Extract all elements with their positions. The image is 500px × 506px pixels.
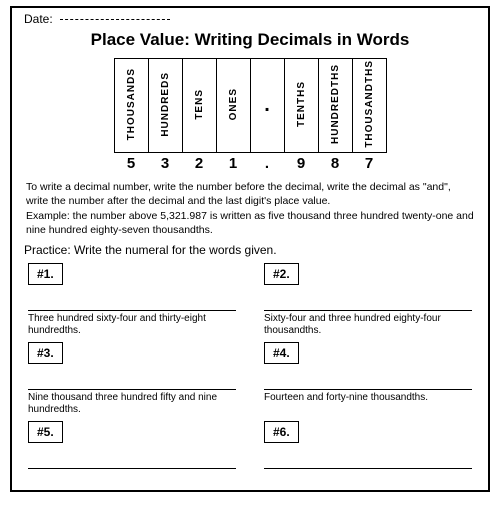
digit-7: 7 xyxy=(352,152,386,174)
qwords-5 xyxy=(28,471,236,495)
answer-line-1[interactable] xyxy=(28,293,236,311)
worksheet-page: Date: Place Value: Writing Decimals in W… xyxy=(10,6,490,492)
col-tens: TENS xyxy=(182,59,216,153)
worksheet-title: Place Value: Writing Decimals in Words xyxy=(24,30,476,50)
digit-dot: . xyxy=(250,152,284,174)
col-hundreds: HUNDREDS xyxy=(148,59,182,153)
practice-label: Practice: Write the numeral for the word… xyxy=(24,243,476,257)
qnum-4: #4. xyxy=(264,342,299,364)
date-row: Date: xyxy=(24,12,476,26)
col-thousandths: THOUSANDTHS xyxy=(352,59,386,153)
explanation: To write a decimal number, write the num… xyxy=(26,180,474,237)
explain-line1: To write a decimal number, write the num… xyxy=(26,180,474,208)
question-3: #3. Nine thousand three hundred fifty an… xyxy=(28,342,236,419)
questions-grid: #1. Three hundred sixty-four and thirty-… xyxy=(24,263,476,497)
col-hundredths: HUNDREDTHS xyxy=(318,59,352,153)
qnum-6: #6. xyxy=(264,421,299,443)
place-value-headers: THOUSANDS HUNDREDS TENS ONES . TENTHS HU… xyxy=(114,59,386,153)
col-ones: ONES xyxy=(216,59,250,153)
col-thousands: THOUSANDS xyxy=(114,59,148,153)
date-label: Date: xyxy=(24,12,53,26)
qwords-3: Nine thousand three hundred fifty and ni… xyxy=(28,392,236,417)
qwords-4: Fourteen and forty-nine thousandths. xyxy=(264,392,472,416)
col-tenths: TENTHS xyxy=(284,59,318,153)
qwords-2: Sixty-four and three hundred eighty-four… xyxy=(264,313,472,338)
explain-line2: Example: the number above 5,321.987 is w… xyxy=(26,209,474,237)
qwords-1: Three hundred sixty-four and thirty-eigh… xyxy=(28,313,236,338)
qnum-5: #5. xyxy=(28,421,63,443)
answer-line-2[interactable] xyxy=(264,293,472,311)
answer-line-5[interactable] xyxy=(28,451,236,469)
digit-6: 8 xyxy=(318,152,352,174)
digit-5: 9 xyxy=(284,152,318,174)
question-5: #5. xyxy=(28,421,236,497)
digit-0: 5 xyxy=(114,152,148,174)
question-4: #4. Fourteen and forty-nine thousandths. xyxy=(264,342,472,419)
question-6: #6. xyxy=(264,421,472,497)
qnum-1: #1. xyxy=(28,263,63,285)
answer-line-4[interactable] xyxy=(264,372,472,390)
question-1: #1. Three hundred sixty-four and thirty-… xyxy=(28,263,236,340)
digit-1: 3 xyxy=(148,152,182,174)
col-decimal: . xyxy=(250,59,284,153)
place-value-digits: 5 3 2 1 . 9 8 7 xyxy=(114,152,386,174)
qnum-2: #2. xyxy=(264,263,299,285)
place-value-table: THOUSANDS HUNDREDS TENS ONES . TENTHS HU… xyxy=(114,58,387,174)
answer-line-6[interactable] xyxy=(264,451,472,469)
digit-2: 2 xyxy=(182,152,216,174)
qnum-3: #3. xyxy=(28,342,63,364)
answer-line-3[interactable] xyxy=(28,372,236,390)
qwords-6 xyxy=(264,471,472,495)
date-blank-line[interactable] xyxy=(60,19,170,20)
question-2: #2. Sixty-four and three hundred eighty-… xyxy=(264,263,472,340)
digit-3: 1 xyxy=(216,152,250,174)
